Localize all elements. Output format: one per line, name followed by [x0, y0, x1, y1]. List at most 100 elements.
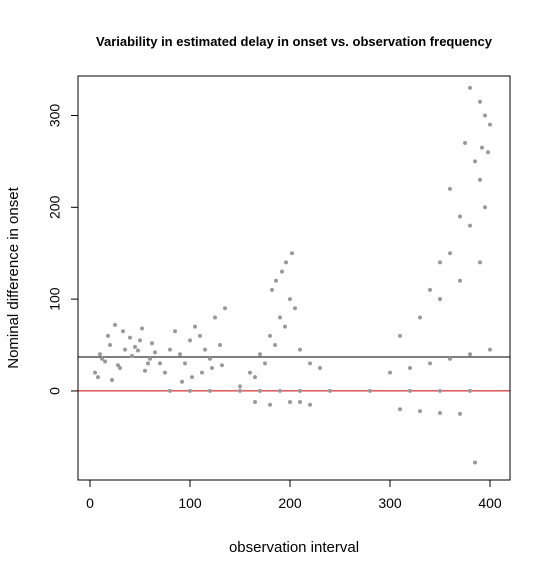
reference-lines: [78, 357, 510, 391]
data-point: [448, 251, 452, 255]
data-point: [268, 334, 272, 338]
data-point: [253, 375, 257, 379]
data-point: [158, 361, 162, 365]
data-point: [438, 260, 442, 264]
data-point: [153, 350, 157, 354]
data-point: [263, 361, 267, 365]
data-point: [108, 343, 112, 347]
data-point: [118, 366, 122, 370]
data-point: [468, 86, 472, 90]
data-point: [438, 297, 442, 301]
plot-frame: [78, 76, 510, 480]
x-tick-label: 0: [86, 495, 94, 511]
data-point: [113, 323, 117, 327]
data-point: [458, 279, 462, 283]
data-point: [248, 371, 252, 375]
data-point: [168, 348, 172, 352]
y-tick-label: 100: [47, 287, 63, 311]
data-point: [480, 146, 484, 150]
data-point: [398, 407, 402, 411]
y-tick-label: 0: [47, 387, 63, 395]
x-tick-label: 200: [278, 495, 302, 511]
data-point: [428, 288, 432, 292]
data-point: [408, 389, 412, 393]
y-axis-label: Nominal difference in onset: [5, 186, 22, 368]
data-point: [136, 349, 140, 353]
y-axis: 0 100 200 300: [47, 104, 78, 395]
data-point: [468, 352, 472, 356]
data-point: [103, 360, 107, 364]
data-point: [273, 343, 277, 347]
data-point: [274, 279, 278, 283]
data-point: [290, 251, 294, 255]
data-point: [150, 341, 154, 345]
chart-title: Variability in estimated delay in onset …: [96, 34, 493, 49]
data-point: [483, 113, 487, 117]
data-point: [238, 389, 242, 393]
data-point: [188, 389, 192, 393]
data-point: [298, 348, 302, 352]
data-point: [140, 327, 144, 331]
data-point: [468, 389, 472, 393]
data-point: [458, 214, 462, 218]
data-point: [428, 361, 432, 365]
data-point: [146, 361, 150, 365]
data-point: [308, 361, 312, 365]
data-point: [106, 334, 110, 338]
data-point: [218, 343, 222, 347]
data-points: [93, 86, 492, 465]
data-point: [138, 338, 142, 342]
data-point: [288, 400, 292, 404]
data-point: [438, 411, 442, 415]
data-point: [168, 389, 172, 393]
data-point: [123, 348, 127, 352]
data-point: [308, 403, 312, 407]
x-tick-label: 300: [378, 495, 402, 511]
data-point: [463, 141, 467, 145]
data-point: [448, 187, 452, 191]
data-point: [130, 354, 134, 358]
data-point: [193, 325, 197, 329]
data-point: [488, 123, 492, 127]
data-point: [208, 357, 212, 361]
data-point: [100, 357, 104, 361]
x-tick-label: 100: [178, 495, 202, 511]
x-axis: 0 100 200 300 400: [86, 480, 502, 511]
data-point: [448, 357, 452, 361]
data-point: [418, 409, 422, 413]
data-point: [388, 371, 392, 375]
data-point: [368, 389, 372, 393]
data-point: [458, 412, 462, 416]
data-point: [284, 260, 288, 264]
data-point: [121, 329, 125, 333]
data-point: [93, 371, 97, 375]
data-point: [128, 336, 132, 340]
data-point: [270, 288, 274, 292]
data-point: [238, 384, 242, 388]
data-point: [210, 366, 214, 370]
x-axis-label: observation interval: [229, 539, 359, 556]
data-point: [188, 338, 192, 342]
data-point: [96, 375, 100, 379]
data-point: [200, 371, 204, 375]
data-point: [488, 348, 492, 352]
data-point: [253, 400, 257, 404]
data-point: [478, 260, 482, 264]
data-point: [473, 159, 477, 163]
data-point: [190, 375, 194, 379]
data-point: [398, 334, 402, 338]
data-point: [293, 306, 297, 310]
data-point: [198, 334, 202, 338]
data-point: [148, 357, 152, 361]
data-point: [110, 378, 114, 382]
x-tick-label: 400: [478, 495, 502, 511]
data-point: [298, 400, 302, 404]
data-point: [178, 352, 182, 356]
data-point: [220, 363, 224, 367]
y-tick-label: 200: [47, 195, 63, 219]
data-point: [478, 178, 482, 182]
data-point: [486, 150, 490, 154]
y-tick-label: 300: [47, 104, 63, 128]
data-point: [483, 205, 487, 209]
